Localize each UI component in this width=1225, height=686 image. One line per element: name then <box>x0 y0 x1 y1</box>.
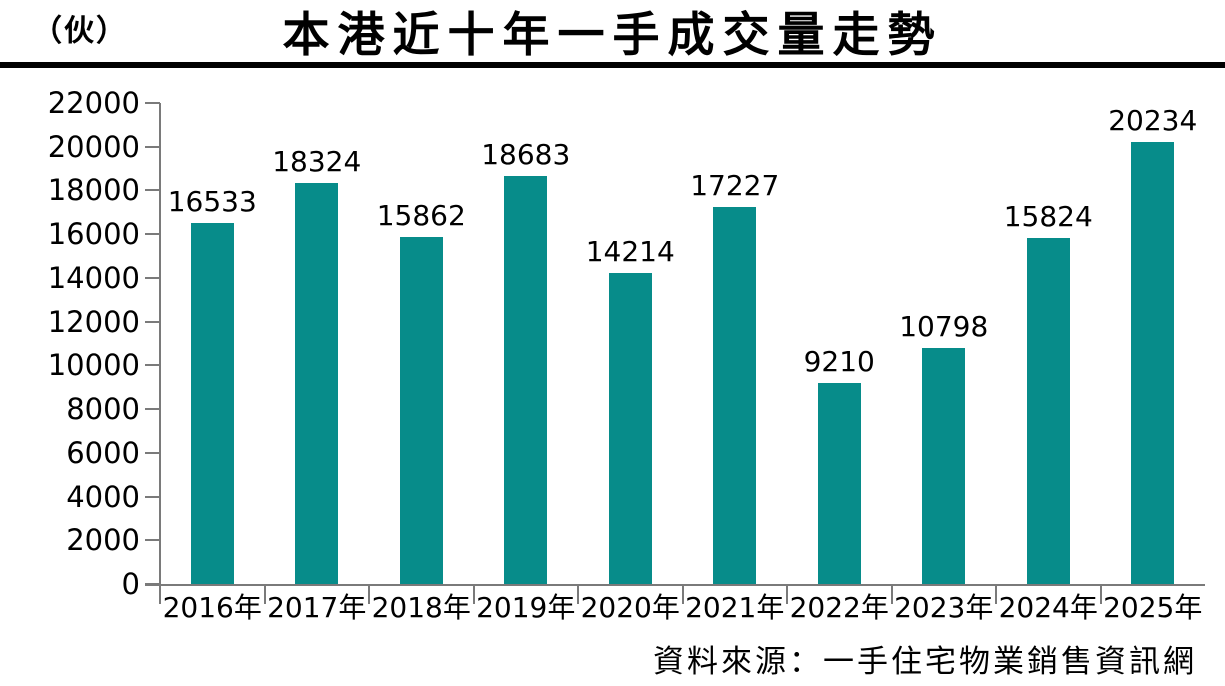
x-axis-tick-label: 2019年 <box>476 591 576 624</box>
x-axis-tick-label: 2023年 <box>894 591 994 624</box>
title-divider-rule <box>0 62 1225 68</box>
y-axis-tick <box>145 495 160 498</box>
bar <box>1131 141 1175 584</box>
bar <box>1026 238 1070 584</box>
bar-value-label: 15862 <box>376 199 466 233</box>
x-axis-tick-label: 2025年 <box>1103 591 1203 624</box>
y-axis-tick <box>145 189 160 192</box>
x-axis-tick <box>890 584 893 604</box>
y-axis-tick <box>145 539 160 542</box>
y-axis-tick-label: 0 <box>121 567 140 601</box>
x-axis-tick <box>263 584 266 604</box>
x-axis-tick-label: 2020年 <box>580 591 680 624</box>
x-axis-tick <box>577 584 579 604</box>
y-axis-tick <box>145 364 160 367</box>
y-axis-tick <box>145 408 160 411</box>
x-axis-tick-label: 2022年 <box>789 591 889 624</box>
y-axis-unit-label: （伙） <box>32 14 128 49</box>
y-axis-tick-label: 20000 <box>47 129 140 164</box>
x-axis-tick <box>368 584 370 604</box>
x-axis-tick-label: 2018年 <box>371 591 471 624</box>
y-axis-tick-label: 4000 <box>66 479 140 514</box>
bar-value-label: 14214 <box>585 235 675 269</box>
bar-value-label: 10798 <box>899 309 989 343</box>
y-axis-tick-label: 6000 <box>66 435 140 470</box>
y-axis-tick-label: 12000 <box>47 304 140 339</box>
x-axis-tick <box>786 584 788 604</box>
y-axis-tick <box>145 102 160 104</box>
chart-title: 本港近十年一手成交量走勢 <box>282 8 943 63</box>
x-axis-line <box>145 584 1205 586</box>
bar <box>295 183 339 584</box>
y-axis-tick-label: 18000 <box>47 173 140 208</box>
bar <box>399 237 443 584</box>
y-axis-tick <box>145 320 160 323</box>
y-axis-tick-label: 8000 <box>66 392 140 427</box>
bar-value-label: 16533 <box>167 184 257 218</box>
bar-value-label: 20234 <box>1108 103 1198 137</box>
y-axis-tick-label: 22000 <box>47 86 140 120</box>
y-axis-tick-label: 14000 <box>47 260 140 295</box>
y-axis-tick-label: 10000 <box>47 348 140 383</box>
y-axis-tick <box>145 583 160 585</box>
y-axis-tick <box>145 233 160 236</box>
bar-value-label: 18683 <box>481 137 571 171</box>
x-axis-tick <box>472 584 475 604</box>
bar <box>713 207 757 584</box>
x-axis-tick <box>681 584 684 604</box>
bar-value-label: 17227 <box>690 169 780 203</box>
bar-value-label: 9210 <box>803 344 875 378</box>
x-axis-tick <box>995 584 997 604</box>
bar <box>922 347 966 584</box>
x-axis-tick-label: 2024年 <box>998 591 1098 624</box>
x-axis-tick-label: 2021年 <box>685 591 785 624</box>
y-axis-tick-label: 2000 <box>66 523 140 558</box>
bar-value-label: 18324 <box>272 145 362 179</box>
bar <box>190 222 234 584</box>
y-axis-tick <box>145 451 160 454</box>
y-axis-line <box>159 103 161 604</box>
bar <box>608 273 652 584</box>
y-axis-tick <box>145 145 160 148</box>
source-note: 資料來源：一手住宅物業銷售資訊網 <box>653 644 1197 680</box>
x-axis-tick-label: 2017年 <box>267 591 367 624</box>
y-axis-tick <box>145 276 160 279</box>
bar <box>504 175 548 584</box>
y-axis-tick-label: 16000 <box>47 217 140 252</box>
x-axis-tick <box>1099 584 1102 604</box>
x-axis-tick-label: 2016年 <box>162 591 262 624</box>
bar <box>817 382 861 584</box>
bar-value-label: 15824 <box>1003 200 1093 234</box>
